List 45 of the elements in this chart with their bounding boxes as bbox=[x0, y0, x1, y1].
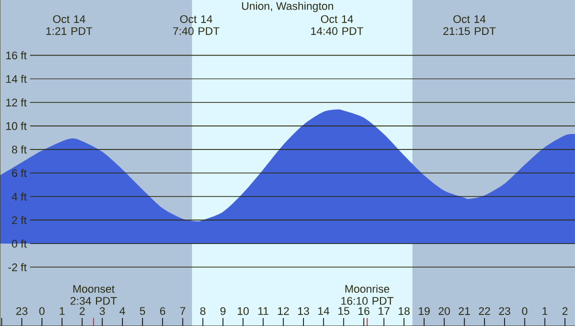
x-tick-label: 3 bbox=[100, 307, 105, 315]
y-tick-label: 4 ft bbox=[12, 192, 27, 201]
y-tick-label: 6 ft bbox=[12, 168, 27, 178]
y-tick-label: 16 ft bbox=[6, 51, 27, 60]
chart-title: Union, Washington bbox=[242, 2, 334, 12]
x-tick-label: 14 bbox=[318, 307, 330, 315]
x-tick-label: 1 bbox=[542, 307, 548, 315]
annotation: Oct 14 14:40 PDT bbox=[311, 15, 364, 35]
x-tick-label: 4 bbox=[120, 307, 126, 315]
y-tick-label: 14 ft bbox=[6, 74, 27, 83]
y-tick-label: -2 ft bbox=[8, 263, 27, 272]
y-tick-label: 10 ft bbox=[6, 122, 27, 130]
x-tick-label: 0 bbox=[39, 307, 45, 315]
x-tick-label: 5 bbox=[140, 307, 146, 315]
x-tick-label: 11 bbox=[258, 307, 268, 315]
x-tick-label: 15 bbox=[338, 307, 350, 315]
annotation: Oct 14 7:40 PDT bbox=[173, 15, 220, 35]
y-tick-label: 8 ft bbox=[12, 145, 27, 154]
x-tick-label: 7 bbox=[180, 307, 186, 315]
y-tick-label: 12 ft bbox=[6, 98, 27, 106]
annotation: Oct 14 21:15 PDT bbox=[443, 15, 496, 35]
y-tick-label: 0 ft bbox=[12, 240, 27, 248]
x-tick-label: 17 bbox=[378, 307, 390, 315]
x-tick-label: 1 bbox=[60, 307, 65, 315]
x-tick-label: 9 bbox=[220, 307, 226, 315]
annotation: Moonrise 16:10 PDT bbox=[341, 284, 394, 305]
x-tick-label: 12 bbox=[278, 307, 289, 315]
x-tick-label: 2 bbox=[562, 307, 568, 315]
x-tick-label: 20 bbox=[438, 307, 450, 315]
x-tick-label: 10 bbox=[238, 307, 249, 315]
x-tick-label: 8 bbox=[200, 307, 206, 315]
x-tick-label: 23 bbox=[16, 307, 28, 315]
x-tick-label: 0 bbox=[522, 307, 528, 315]
x-tick-label: 6 bbox=[160, 307, 166, 315]
annotation: Oct 14 1:21 PDT bbox=[46, 15, 92, 35]
x-tick-label: 19 bbox=[418, 307, 430, 315]
x-tick-label: 22 bbox=[478, 307, 490, 315]
x-tick-label: 13 bbox=[298, 307, 310, 315]
x-tick-label: 18 bbox=[398, 307, 410, 315]
annotation: Moonset 2:34 PDT bbox=[70, 285, 117, 305]
x-tick-label: 2 bbox=[80, 307, 85, 315]
x-tick-label: 23 bbox=[499, 307, 510, 315]
x-tick-label: 16 bbox=[358, 307, 370, 315]
y-tick-label: 2 ft bbox=[12, 216, 27, 224]
x-tick-label: 21 bbox=[458, 307, 470, 315]
